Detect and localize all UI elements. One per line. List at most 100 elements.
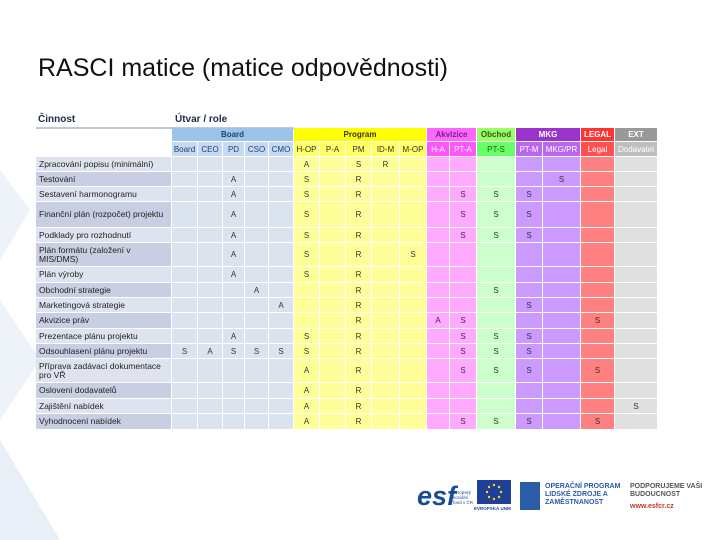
rasci-cell: S (294, 228, 319, 242)
rasci-cell (400, 267, 426, 282)
activity-label: Vyhodnocení nabídek (36, 414, 171, 429)
rasci-cell (400, 344, 426, 358)
rasci-cell: S (400, 243, 426, 266)
rasci-cell (543, 298, 580, 312)
rasci-cell: S (477, 202, 515, 227)
rasci-cell (450, 399, 476, 413)
esf-subtext: evropský sociální fond v ČR (453, 490, 474, 505)
rasci-cell (372, 329, 399, 343)
rasci-cell (427, 298, 449, 312)
rasci-cell (320, 267, 345, 282)
bg-shape (0, 300, 40, 420)
rasci-cell (372, 414, 399, 429)
rasci-cell (372, 243, 399, 266)
rasci-cell (450, 383, 476, 398)
column-header: PT-M (516, 142, 542, 156)
rasci-cell: R (346, 313, 371, 328)
rasci-cell (477, 267, 515, 282)
column-header: H-OP (294, 142, 319, 156)
rasci-cell (198, 172, 222, 186)
eu-flag (477, 480, 511, 504)
rasci-cell (581, 202, 614, 227)
rasci-cell (427, 228, 449, 242)
rasci-cell (372, 399, 399, 413)
rasci-cell (427, 414, 449, 429)
rasci-cell (294, 313, 319, 328)
rasci-cell (172, 202, 197, 227)
rasci-cell (320, 157, 345, 171)
rasci-cell (450, 267, 476, 282)
rasci-cell (427, 383, 449, 398)
rasci-cell (372, 187, 399, 201)
rasci-cell (516, 267, 542, 282)
rasci-cell: R (346, 267, 371, 282)
rasci-cell (198, 283, 222, 297)
rasci-cell: S (294, 267, 319, 282)
rasci-cell (320, 313, 345, 328)
rasci-cell (581, 172, 614, 186)
rasci-cell: A (294, 399, 319, 413)
rasci-cell (269, 313, 293, 328)
rasci-cell: S (450, 313, 476, 328)
rasci-cell (372, 298, 399, 312)
group-header: LEGAL (581, 128, 614, 141)
rasci-cell: S (223, 344, 244, 358)
rasci-cell (615, 344, 657, 358)
rasci-cell (172, 313, 197, 328)
rasci-cell (223, 313, 244, 328)
rasci-cell: R (346, 228, 371, 242)
rasci-cell (269, 228, 293, 242)
column-header: CSO (245, 142, 268, 156)
rasci-cell (269, 267, 293, 282)
rasci-cell: A (294, 359, 319, 382)
group-header: MKG (516, 128, 580, 141)
rasci-cell: R (346, 172, 371, 186)
rasci-cell: S (450, 329, 476, 343)
rasci-cell (543, 228, 580, 242)
rasci-cell: R (372, 157, 399, 171)
rasci-cell: S (477, 329, 515, 343)
rasci-cell (223, 298, 244, 312)
rasci-cell: S (294, 344, 319, 358)
rasci-cell (581, 157, 614, 171)
group-header: Board (172, 128, 293, 141)
rasci-cell (223, 383, 244, 398)
rasci-cell (172, 157, 197, 171)
rasci-cell: S (581, 414, 614, 429)
rasci-cell (198, 359, 222, 382)
rasci-cell (427, 399, 449, 413)
rasci-cell (615, 298, 657, 312)
rasci-cell (477, 313, 515, 328)
rasci-cell (198, 228, 222, 242)
rasci-cell: S (477, 187, 515, 201)
rasci-cell (245, 383, 268, 398)
rasci-cell (269, 157, 293, 171)
activity-label: Akvizice práv (36, 313, 171, 328)
rasci-cell: S (172, 344, 197, 358)
rasci-cell (427, 202, 449, 227)
rasci-cell (477, 157, 515, 171)
rasci-cell: S (450, 414, 476, 429)
rasci-cell: S (294, 187, 319, 201)
rasci-cell (615, 202, 657, 227)
rasci-cell (245, 359, 268, 382)
rasci-cell (198, 298, 222, 312)
rasci-cell (581, 298, 614, 312)
rasci-cell (320, 283, 345, 297)
rasci-cell (543, 414, 580, 429)
rasci-cell (516, 313, 542, 328)
rasci-cell (581, 283, 614, 297)
rasci-cell (198, 202, 222, 227)
rasci-cell (320, 172, 345, 186)
activity-label: Zpracování popisu (minimální) (36, 157, 171, 171)
rasci-cell (245, 313, 268, 328)
rasci-cell (615, 172, 657, 186)
op-logo (520, 482, 540, 510)
rasci-cell (245, 187, 268, 201)
bg-shape (0, 440, 60, 540)
rasci-cell (581, 267, 614, 282)
rasci-cell (581, 243, 614, 266)
rasci-cell (581, 228, 614, 242)
column-header: ID-M (372, 142, 399, 156)
